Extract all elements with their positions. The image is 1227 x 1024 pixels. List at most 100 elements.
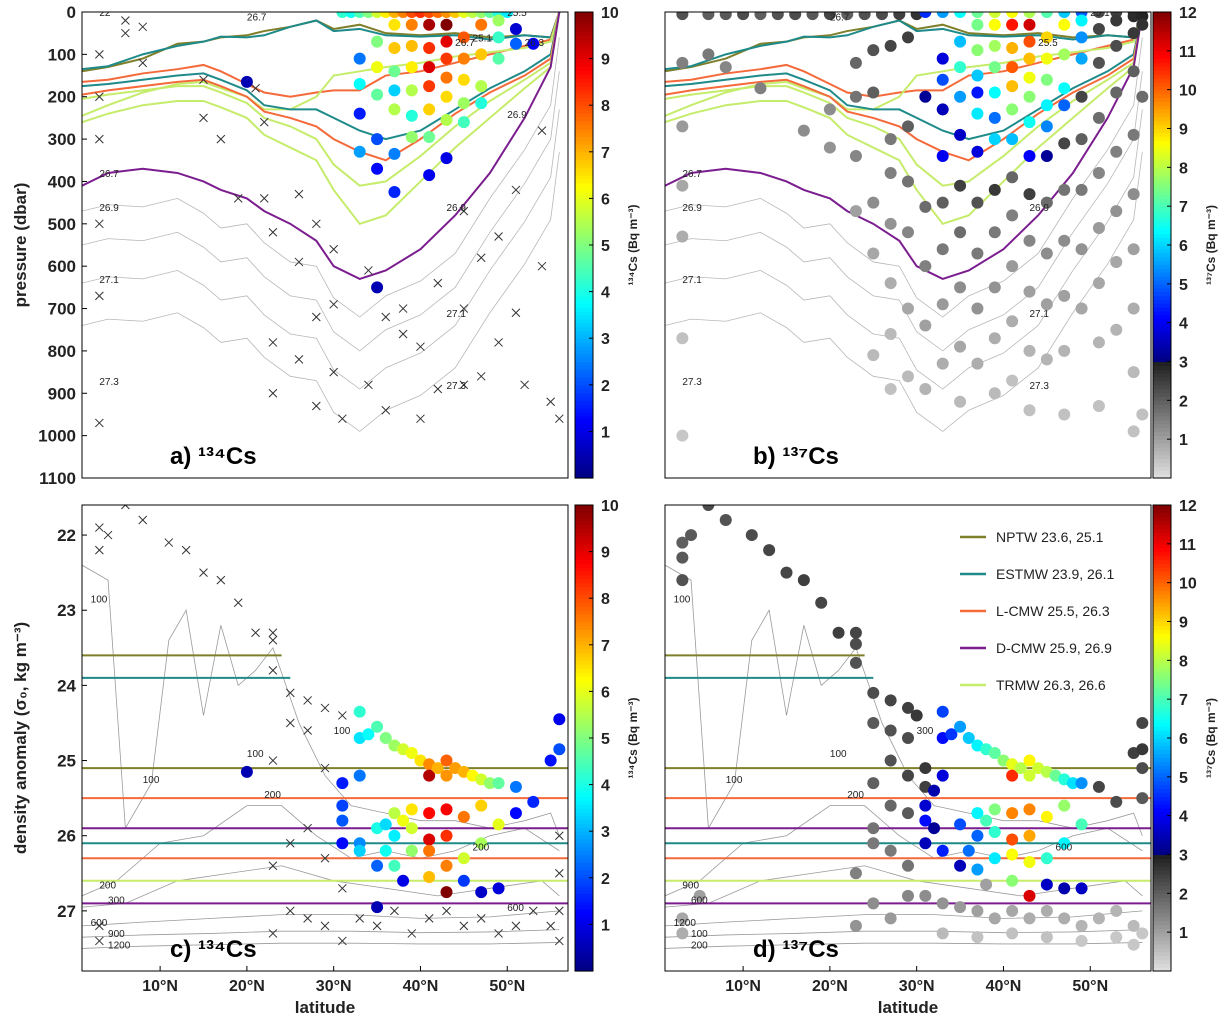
data-point xyxy=(440,18,453,31)
colorbar-segment xyxy=(1153,714,1171,720)
data-point xyxy=(971,931,984,944)
colorbar-segment xyxy=(575,474,593,479)
colorbar-segment xyxy=(1153,474,1171,479)
colorbar-segment xyxy=(1153,637,1171,642)
data-point xyxy=(936,103,949,116)
no-data-marker xyxy=(95,523,104,532)
colorbar-segment xyxy=(1153,175,1171,180)
colorbar-segment xyxy=(1153,528,1171,533)
colorbar-segment xyxy=(1153,936,1171,941)
x-tick-label: 50°N xyxy=(489,978,525,995)
contour-label: 1200 xyxy=(108,940,131,951)
colorbar-segment xyxy=(1153,571,1171,576)
colorbar-segment xyxy=(575,761,593,766)
colorbar-segment xyxy=(1153,629,1171,634)
data-point xyxy=(1023,803,1036,816)
colorbar-segment xyxy=(575,916,593,922)
no-data-marker xyxy=(216,134,226,144)
colorbar-tick-label: 8 xyxy=(601,98,610,115)
data-point xyxy=(1006,133,1019,146)
colorbar-segment xyxy=(1153,792,1171,797)
data-point xyxy=(1092,399,1105,412)
contour-label: 600 xyxy=(507,903,524,914)
no-data-marker xyxy=(433,278,443,288)
colorbar-segment xyxy=(575,939,593,945)
data-point xyxy=(1127,243,1140,256)
data-point xyxy=(440,769,453,782)
colorbar-segment xyxy=(1153,268,1171,273)
colorbar-segment xyxy=(575,411,593,417)
colorbar-segment xyxy=(1153,699,1171,704)
data-point xyxy=(1006,769,1019,782)
colorbar-segment xyxy=(1153,574,1171,580)
colorbar-segment xyxy=(575,345,593,351)
colorbar-segment xyxy=(1153,334,1171,339)
data-point xyxy=(240,75,253,88)
colorbar-segment xyxy=(575,462,593,467)
data-point xyxy=(702,12,715,21)
data-point xyxy=(902,859,914,872)
colorbar-segment xyxy=(1153,753,1171,759)
colorbar-segment xyxy=(575,78,593,83)
layer-boundary-l-cmw xyxy=(82,12,561,98)
plot-content: 26.7 26.9 27.1 27.3 26.9 27.1 27.3 26.7 25.5 25.1 xyxy=(665,12,1149,442)
data-point xyxy=(483,777,496,790)
layer-boundary-trmw xyxy=(82,12,561,117)
colorbar-tick-label: 6 xyxy=(601,684,610,701)
colorbar-segment xyxy=(575,889,593,894)
colorbar-segment xyxy=(575,388,593,394)
isopycnal-contour xyxy=(665,109,1143,390)
isobar-contour xyxy=(82,910,560,927)
colorbar-segment xyxy=(575,400,593,405)
colorbar-label: ¹³⁷Cs (Bq m⁻³) xyxy=(1204,698,1218,778)
colorbar-segment xyxy=(575,105,593,110)
colorbar-tick-label: 9 xyxy=(1179,615,1188,632)
colorbar-segment xyxy=(575,710,593,716)
no-data-marker xyxy=(554,414,564,424)
y-tick-label: 700 xyxy=(48,300,76,319)
plot-frame xyxy=(81,11,569,479)
data-point xyxy=(988,12,1001,18)
colorbar-segment xyxy=(1153,81,1171,87)
data-point xyxy=(1023,35,1036,48)
no-data-marker xyxy=(251,628,260,638)
colorbar-segment xyxy=(1153,23,1171,29)
data-point xyxy=(719,514,732,527)
colorbar-segment xyxy=(1153,43,1171,48)
colorbar-segment xyxy=(575,660,593,665)
panel-c-density-134cs: 1001001002001003002006009001200200600222… xyxy=(11,498,640,1017)
layer-boundary-l-cmw xyxy=(665,12,1144,98)
colorbar-segment xyxy=(575,233,593,238)
colorbar-segment xyxy=(575,74,593,79)
data-point xyxy=(849,150,862,163)
data-point xyxy=(928,822,941,835)
legend: NPTW 23.6, 25.1 ESTMW 23.9, 26.1 L-CMW 25.… xyxy=(960,529,1114,693)
data-point xyxy=(1136,927,1149,940)
colorbar-segment xyxy=(1153,155,1171,161)
no-data-marker xyxy=(433,384,443,394)
data-point xyxy=(919,383,932,396)
colorbar-segment xyxy=(1153,78,1171,83)
data-point xyxy=(919,260,932,273)
colorbar-segment xyxy=(1153,648,1171,654)
colorbar-tick-label: 2 xyxy=(601,871,610,888)
colorbar-segment xyxy=(575,932,593,937)
data-point xyxy=(1023,52,1036,65)
colorbar-segment xyxy=(575,671,593,677)
colorbar-segment xyxy=(575,287,593,293)
data-point xyxy=(954,281,967,294)
colorbar-segment xyxy=(1153,811,1171,817)
data-point xyxy=(945,728,958,741)
colorbar-segment xyxy=(575,951,593,957)
colorbar-segment xyxy=(575,136,593,141)
colorbar-segment xyxy=(1153,439,1171,444)
y-tick-label: 100 xyxy=(48,45,76,64)
data-point xyxy=(1040,31,1053,44)
colorbar-segment xyxy=(1153,706,1171,712)
colorbar-segment xyxy=(575,15,593,21)
data-point xyxy=(745,529,758,542)
data-point xyxy=(1040,247,1053,260)
data-point xyxy=(353,844,366,857)
data-point xyxy=(1092,12,1105,18)
